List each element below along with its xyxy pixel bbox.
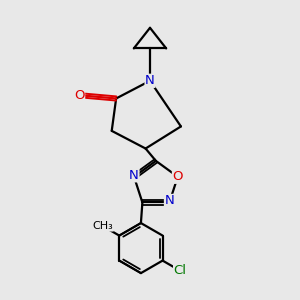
Text: CH₃: CH₃ [92,221,113,231]
Text: N: N [145,74,155,87]
Text: N: N [129,169,139,182]
Text: O: O [74,89,85,102]
Text: N: N [164,194,174,208]
Text: O: O [172,170,183,183]
Text: Cl: Cl [174,264,187,277]
